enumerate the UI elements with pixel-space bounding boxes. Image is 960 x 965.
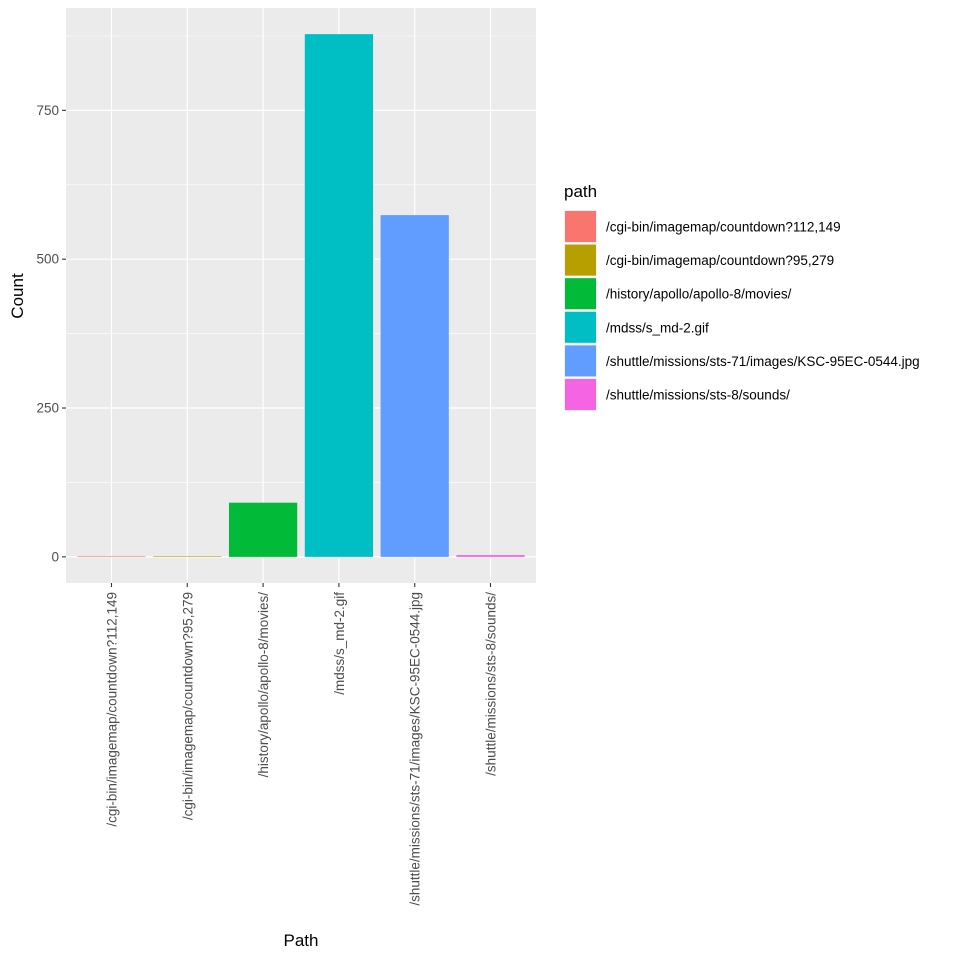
- legend-swatch: [565, 244, 596, 276]
- bars: [77, 34, 525, 557]
- legend-label: /cgi-bin/imagemap/countdown?112,149: [606, 220, 841, 235]
- x-tick-label: /shuttle/missions/sts-8/sounds/: [484, 592, 499, 776]
- legend-label: /cgi-bin/imagemap/countdown?95,279: [606, 253, 834, 268]
- legend-swatch: [565, 278, 596, 310]
- y-tick-label: 500: [36, 252, 59, 267]
- bar: [77, 556, 146, 557]
- legend-label: /mdss/s_md-2.gif: [606, 320, 709, 335]
- x-tick-label: /history/apollo/apollo-8/movies/: [256, 592, 271, 778]
- legend-swatch: [565, 311, 596, 343]
- y-tick-label: 0: [51, 549, 59, 564]
- x-tick-label: /cgi-bin/imagemap/countdown?112,149: [104, 592, 119, 827]
- y-tick-label: 250: [36, 401, 59, 416]
- bar: [456, 555, 525, 557]
- x-tick-label: /mdss/s_md-2.gif: [332, 592, 347, 695]
- y-axis: 0 250 500 750: [36, 103, 66, 564]
- x-tick-label: /shuttle/missions/sts-71/images/KSC-95EC…: [408, 592, 423, 906]
- legend: path /cgi-bin/imagemap/countdown?112,149…: [564, 182, 920, 411]
- bar: [153, 556, 222, 557]
- bar: [228, 502, 298, 557]
- legend-label: /shuttle/missions/sts-8/sounds/: [606, 388, 790, 403]
- y-tick-label: 750: [36, 103, 59, 118]
- x-axis: /cgi-bin/imagemap/countdown?112,149/cgi-…: [104, 583, 499, 906]
- bar: [304, 34, 374, 557]
- bar: [380, 215, 449, 557]
- legend-swatch: [565, 211, 596, 242]
- legend-title: path: [564, 182, 597, 201]
- y-axis-title: Count: [8, 273, 27, 319]
- x-axis-title: Path: [284, 931, 319, 950]
- legend-swatch: [565, 345, 596, 377]
- legend-label: /shuttle/missions/sts-71/images/KSC-95EC…: [606, 354, 920, 369]
- legend-swatch: [565, 379, 596, 410]
- plot-panel: [66, 8, 536, 583]
- legend-label: /history/apollo/apollo-8/movies/: [606, 287, 792, 302]
- x-tick-label: /cgi-bin/imagemap/countdown?95,279: [180, 592, 195, 820]
